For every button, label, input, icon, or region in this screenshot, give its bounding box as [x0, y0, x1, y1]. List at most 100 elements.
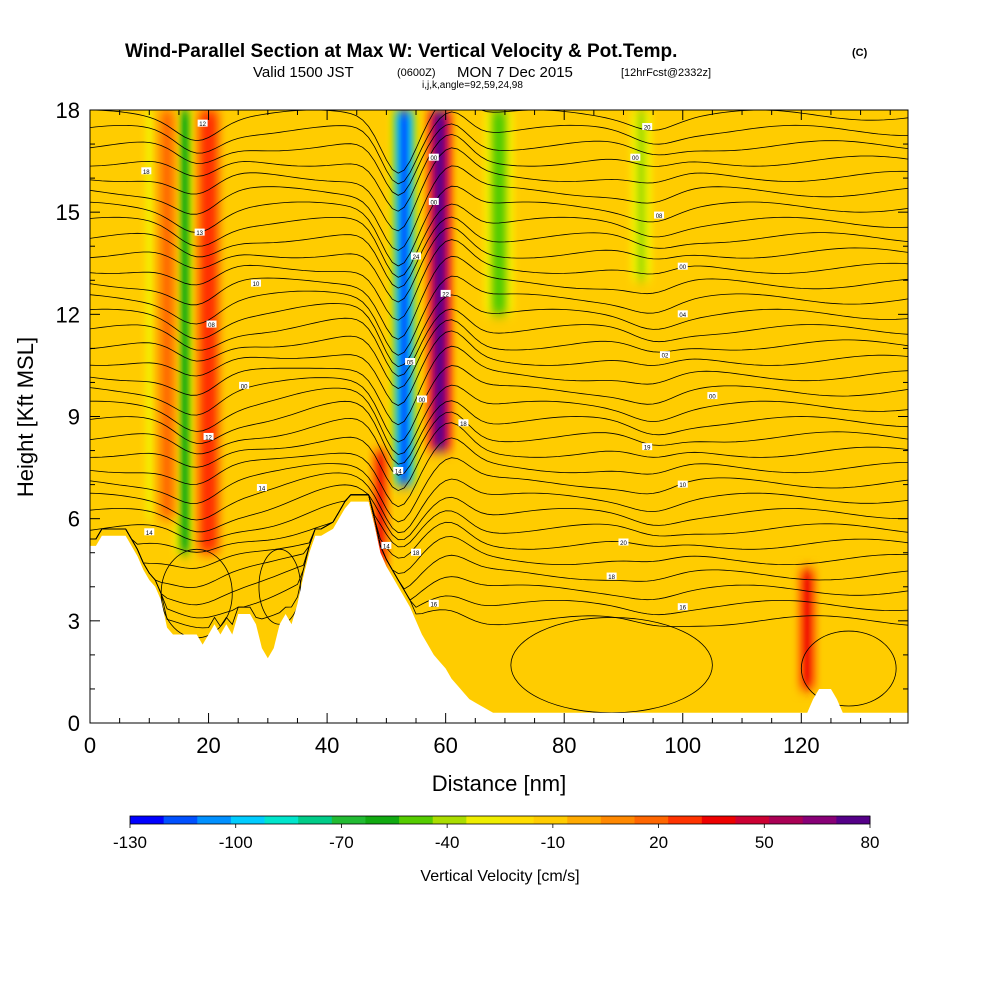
theta-label-bg — [677, 310, 688, 318]
theta-isoline — [90, 185, 908, 267]
theta-isoline — [90, 384, 908, 456]
theta-isoline — [90, 494, 908, 590]
subtitle-params: i,j,k,angle=92,59,24,98 — [422, 80, 523, 91]
theta-label-bg — [411, 252, 422, 260]
downdraft-band-level — [181, 110, 189, 553]
theta-isoline — [90, 400, 908, 465]
theta-label-bg — [405, 358, 416, 366]
x-tick-label: 120 — [783, 733, 820, 758]
theta-label: 24 — [413, 255, 420, 261]
theta-isoline — [90, 411, 908, 476]
colorbar-tick-label: 50 — [755, 833, 774, 852]
colorbar-swatch — [331, 816, 366, 824]
theta-label: 12 — [199, 122, 206, 128]
theta-label: 18 — [460, 422, 467, 428]
theta-label: 10 — [253, 282, 260, 288]
theta-label: 00 — [430, 156, 437, 162]
colorbar-swatch — [466, 816, 501, 824]
colorbar-swatch — [399, 816, 434, 824]
colorbar-swatch — [230, 816, 266, 824]
theta-closed-contour — [510, 617, 713, 714]
theta-contour-labels: 12 18 13 10 08 00 12 14 14 00 00 24 22 05 00 18 14 14 18 16… — [141, 119, 718, 612]
theta-label-bg — [194, 228, 205, 236]
theta-label-bg — [428, 153, 439, 161]
theta-label: 04 — [679, 313, 686, 319]
colorbar-swatch — [298, 816, 333, 824]
downdraft-band — [389, 110, 419, 485]
downdraft-band-level — [493, 110, 505, 315]
theta-label-bg — [381, 541, 392, 549]
x-axis-label: Distance [nm] — [432, 771, 567, 796]
downdraft-band — [478, 110, 520, 315]
theta-isoline — [90, 203, 908, 278]
colorbar-swatch — [130, 816, 165, 824]
colorbar-tick-label: -40 — [435, 833, 460, 852]
theta-label: 16 — [430, 602, 437, 608]
theta-label: 20 — [644, 126, 651, 132]
colorbar-tick-label: 20 — [649, 833, 668, 852]
colorbar-tick-label: 80 — [861, 833, 880, 852]
y-tick-label: 15 — [56, 200, 80, 225]
updraft-band-level — [204, 110, 213, 553]
theta-label: 05 — [407, 361, 414, 367]
theta-label: 18 — [608, 575, 615, 581]
theta-label: 12 — [205, 435, 212, 441]
theta-label-bg — [677, 480, 688, 488]
theta-label-bg — [707, 392, 718, 400]
subtitle-valid: Valid 1500 JST — [253, 64, 354, 81]
colorbar-swatch — [634, 816, 669, 824]
theta-label-bg — [239, 381, 250, 389]
colorbar-swatch — [735, 816, 770, 824]
theta-label: 00 — [679, 265, 686, 271]
theta-label: 14 — [383, 544, 390, 550]
subtitle-utc: (0600Z) — [397, 67, 436, 79]
colorbar-swatch — [197, 816, 232, 824]
colorbar-swatch — [701, 816, 736, 824]
y-tick-label: 18 — [56, 98, 80, 123]
theta-isoline — [90, 255, 908, 340]
x-tick-label: 0 — [84, 733, 96, 758]
theta-isoline — [90, 111, 908, 185]
y-axis-label: Height [Kft MSL] — [13, 337, 38, 497]
downdraft-band-level — [636, 110, 646, 281]
theta-label: 16 — [679, 606, 686, 612]
theta-isoline — [90, 275, 908, 356]
colorbar-swatch — [836, 816, 871, 824]
y-tick-label: 6 — [68, 507, 80, 532]
theta-label: 08 — [656, 214, 663, 220]
theta-isoline — [90, 133, 908, 212]
colorbar-swatch — [769, 816, 804, 824]
theta-isoline — [90, 494, 908, 629]
colorbar: -130 -100 -70 -40 -10 20 50 80 — [113, 815, 880, 852]
theta-label-bg — [659, 351, 670, 359]
x-tick-label: 20 — [196, 733, 220, 758]
colorbar-swatch — [668, 816, 703, 824]
theta-label-bg — [203, 432, 214, 440]
theta-label-bg — [428, 599, 439, 607]
theta-label: 13 — [196, 231, 203, 237]
terrain — [90, 501, 908, 723]
theta-label-bg — [630, 153, 641, 161]
theta-label-bg — [677, 603, 688, 611]
theta-isoline — [90, 494, 908, 574]
theta-label: 00 — [709, 395, 716, 401]
theta-label: 20 — [620, 541, 627, 547]
subtitle-forecast: [12hrFcst@2332z] — [621, 67, 711, 79]
colorbar-frame — [129, 815, 871, 825]
colorbar-swatch — [432, 816, 467, 824]
colorbar-swatch — [264, 816, 299, 824]
theta-label: 14 — [259, 487, 266, 493]
theta-label-bg — [606, 572, 617, 580]
colorbar-label: Vertical Velocity [cm/s] — [420, 868, 579, 885]
chart-title: Wind-Parallel Section at Max W: Vertical… — [125, 41, 677, 62]
theta-label-bg — [256, 484, 267, 492]
theta-isoline — [90, 216, 908, 289]
updraft-band-level — [163, 110, 171, 519]
theta-label: 14 — [395, 469, 402, 475]
colorbar-swatch — [533, 816, 568, 824]
theta-isoline — [90, 494, 908, 548]
colorbar-tick-label: -10 — [541, 833, 566, 852]
y-tick-label: 9 — [68, 405, 80, 430]
theta-label-bg — [416, 395, 427, 403]
theta-isoline — [90, 494, 908, 559]
